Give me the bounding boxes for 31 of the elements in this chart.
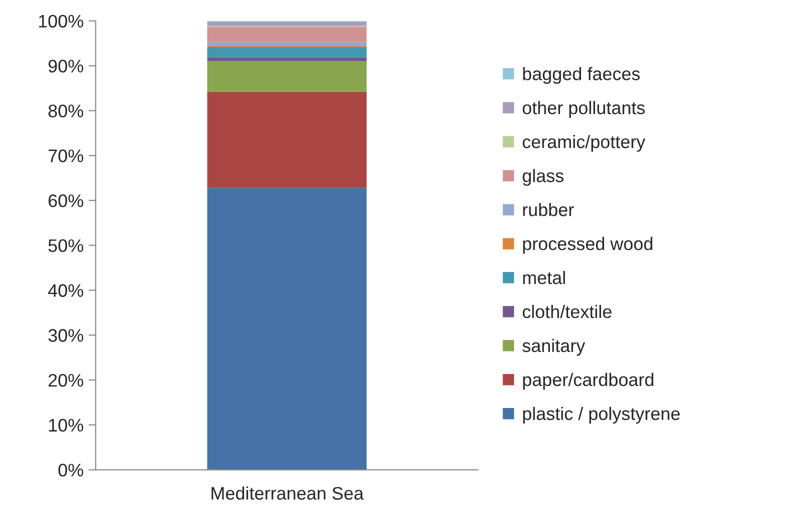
bar [207,42,367,46]
y-tick-label: 30% [48,329,84,342]
bar [207,26,367,42]
y-tick-label: 10% [49,418,84,432]
legend-label: glass [522,168,564,186]
legend-label: other pollutants [522,100,645,118]
legend-label: sanitary [522,338,586,356]
bar [207,92,367,188]
bar [207,61,367,92]
legend-label: metal [523,270,565,284]
bar [207,57,367,62]
x-tick-label: Mediterranean Sea [212,486,364,500]
y-tick-label: 0% [58,464,84,477]
legend-label: ceramic/pottery [522,134,646,152]
legend-label: bagged faeces [523,67,640,84]
y-tick-label: 50% [48,239,84,252]
legend-label: paper/cardboard [523,372,654,390]
y-tick-label: 100% [39,14,84,28]
y-tick-label: 80% [48,104,84,118]
legend-label: cloth/textile [522,304,612,318]
y-tick-label: 90% [48,60,84,72]
y-tick-label: 40% [48,284,84,297]
y-tick-label: 20% [48,374,84,387]
legend-label: rubber [523,202,574,216]
bar [207,22,367,26]
bar [207,188,367,470]
legend-label: plastic / polystyrene [523,406,680,424]
legend-label: processed wood [523,236,652,254]
bar [207,46,367,58]
y-tick-label: 70% [48,149,84,162]
y-tick-label: 60% [48,194,84,208]
